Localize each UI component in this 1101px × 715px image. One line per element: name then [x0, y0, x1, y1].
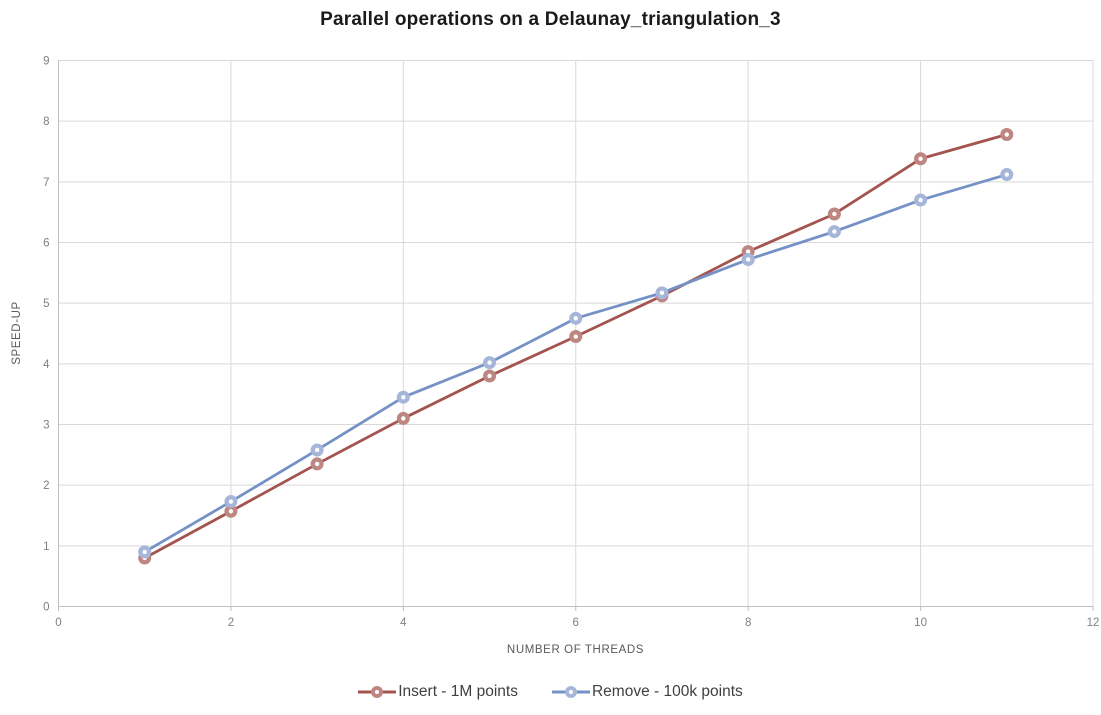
marker-hole: [832, 211, 837, 217]
data-point-marker: [224, 504, 238, 518]
data-point-marker: [138, 545, 152, 559]
x-axis-title: NUMBER OF THREADS: [506, 644, 645, 656]
x-tick-label: 4: [400, 617, 407, 629]
marker-hole: [142, 549, 147, 555]
marker-hole: [745, 257, 751, 262]
y-tick-label: 8: [43, 116, 49, 128]
data-point-marker: [310, 457, 324, 471]
y-axis-title: SPEED-UP: [11, 301, 23, 365]
data-point-marker: [569, 330, 583, 344]
data-point-marker: [310, 443, 324, 457]
marker-hole: [659, 290, 665, 296]
legend-marker-icon: [551, 686, 590, 698]
marker-hole: [487, 373, 492, 379]
x-tick-label: 0: [55, 617, 61, 629]
data-point-marker: [483, 369, 497, 383]
marker-hole: [401, 395, 406, 400]
data-point-marker: [827, 225, 841, 239]
marker-hole: [918, 197, 923, 203]
marker-hole: [745, 249, 751, 254]
marker-hole: [228, 499, 234, 504]
marker-hole: [314, 447, 320, 453]
axes: [58, 60, 1094, 611]
y-tick-label: 6: [43, 238, 49, 250]
data-point-marker: [396, 411, 410, 425]
x-tick-label: 2: [228, 617, 234, 629]
x-tick-label: 10: [914, 617, 927, 629]
marker-hole: [401, 416, 406, 421]
x-tick-label: 12: [1087, 617, 1100, 629]
data-point-marker: [224, 495, 238, 509]
data-point-marker: [1000, 128, 1014, 142]
data-point-marker: [914, 152, 928, 166]
y-tick-label: 4: [43, 359, 50, 371]
y-tick-label: 1: [43, 541, 49, 553]
data-point-marker: [914, 193, 928, 207]
data-point-marker: [827, 207, 841, 221]
series-remove-100k-points: [138, 168, 1014, 559]
legend-item-label: Remove - 100k points: [591, 683, 743, 700]
data-point-marker: [483, 356, 497, 370]
legend-item: Insert - 1M points: [358, 683, 518, 701]
y-tick-label: 3: [43, 420, 49, 432]
y-tick-label: 0: [43, 602, 49, 614]
y-tick-label: 2: [43, 480, 49, 492]
data-point-marker: [741, 252, 755, 266]
legend-marker-icon: [358, 686, 397, 698]
y-tick-label: 9: [43, 56, 49, 68]
marker-hole: [573, 334, 578, 339]
marker-hole: [832, 229, 837, 234]
marker-hole: [487, 360, 492, 365]
legend-item: Remove - 100k points: [551, 683, 743, 701]
data-point-marker: [396, 390, 410, 404]
marker-hole: [573, 316, 578, 321]
gridlines: [58, 60, 1094, 607]
marker-hole: [1004, 132, 1009, 137]
x-tick-label: 6: [573, 617, 579, 629]
data-point-marker: [655, 286, 669, 300]
marker-hole: [228, 509, 234, 514]
y-tick-label: 5: [43, 298, 49, 310]
x-tick-label: 8: [745, 617, 751, 629]
chart-title: Parallel operations on a Delaunay_triang…: [320, 9, 781, 30]
data-point-marker: [569, 311, 583, 325]
y-tick-label: 7: [43, 177, 49, 189]
marker-hole: [1004, 172, 1009, 177]
marker-hole: [314, 461, 320, 467]
legend: Insert - 1M points Remove - 100k points: [0, 676, 1101, 708]
legend-item-label: Insert - 1M points: [398, 683, 518, 700]
marker-hole: [918, 156, 923, 161]
data-point-marker: [1000, 168, 1014, 182]
